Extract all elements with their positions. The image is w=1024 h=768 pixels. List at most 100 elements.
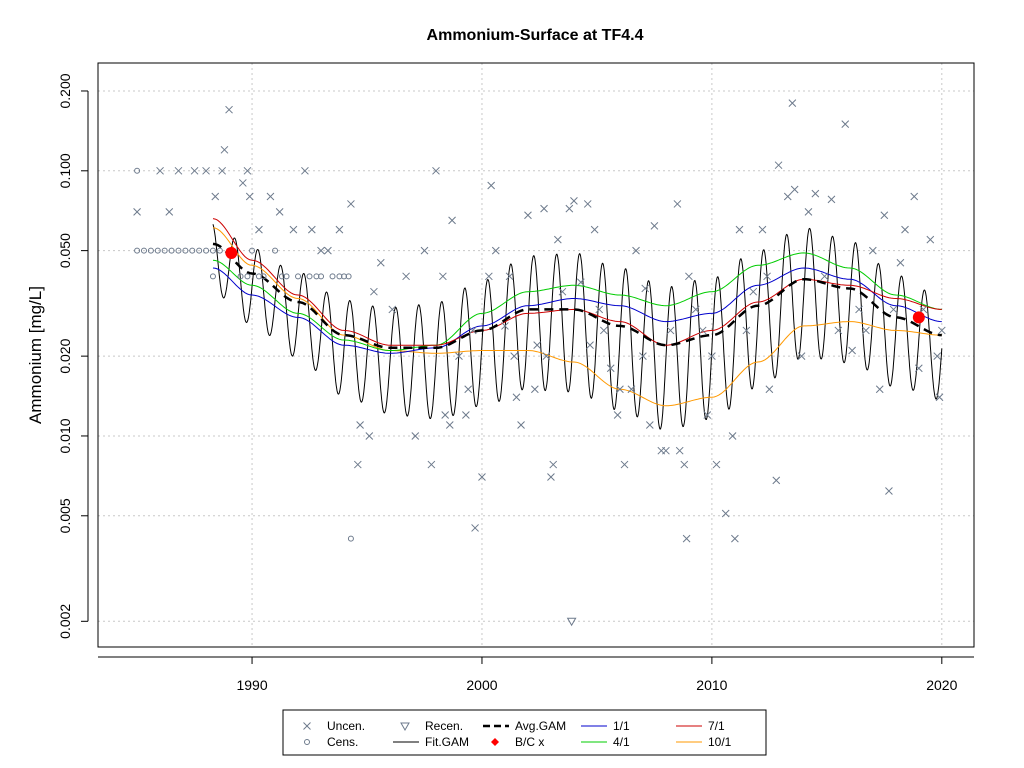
- uncensored-point: [220, 145, 229, 154]
- uncensored-point: [914, 364, 923, 373]
- x-mark-stroke: [376, 258, 385, 267]
- uncensored-point: [174, 166, 183, 175]
- x-mark-stroke: [662, 446, 670, 455]
- censored-point: [295, 273, 302, 280]
- x-mark-stroke: [728, 432, 737, 440]
- uncensored-point: [698, 326, 707, 335]
- x-mark-stroke: [266, 192, 275, 201]
- uncensored-point: [641, 284, 650, 293]
- x-mark-stroke: [613, 411, 622, 419]
- x-mark-stroke: [650, 221, 659, 230]
- uncensored-point: [712, 460, 721, 469]
- x-mark-stroke: [455, 352, 463, 360]
- x-mark-stroke: [880, 211, 889, 220]
- uncensored-point: [811, 189, 820, 198]
- uncensored-point: [804, 208, 813, 216]
- legend-symbol: [491, 738, 499, 746]
- x-axis: 1990 2000 2010 2020: [98, 656, 974, 693]
- x-tick-label: 2020: [926, 677, 957, 693]
- uncensored-point: [335, 225, 344, 234]
- x-mark-stroke: [827, 195, 836, 204]
- x-mark-stroke: [910, 192, 919, 201]
- uncensored-point: [749, 287, 758, 296]
- x-tick-label: 1990: [236, 677, 267, 693]
- x-mark-stroke: [464, 385, 473, 394]
- x-mark-stroke: [289, 225, 298, 234]
- uncensored-point: [439, 272, 447, 281]
- censored-point: [272, 247, 279, 254]
- avg-gam-line: [212, 242, 942, 350]
- legend-label: Fit.GAM: [425, 735, 469, 749]
- x-mark-stroke: [553, 235, 562, 244]
- uncensored-point: [583, 200, 592, 208]
- x-mark-stroke: [365, 432, 374, 440]
- uncensored-point: [645, 421, 654, 429]
- uncensored-point: [427, 460, 436, 469]
- censored-point: [147, 247, 154, 254]
- y-tick-label: 0.005: [57, 498, 73, 533]
- legend-box: [282, 709, 767, 756]
- chart-title: Ammonium-Surface at TF4.4: [427, 27, 644, 44]
- censored-point: [216, 247, 223, 254]
- legend-symbol: [303, 722, 311, 730]
- uncensored-point: [827, 195, 836, 204]
- y-tick-label: 0.200: [57, 73, 73, 108]
- x-mark-stroke: [565, 204, 574, 213]
- uncensored-point: [402, 272, 410, 281]
- uncensored-point: [565, 204, 574, 213]
- x-mark-stroke: [547, 473, 555, 481]
- x-mark-stroke: [919, 305, 928, 314]
- x-mark-stroke: [620, 460, 629, 469]
- censored-point: [278, 273, 285, 280]
- uncensored-point: [937, 326, 946, 335]
- uncensored-point: [855, 305, 863, 314]
- uncensored-point: [675, 446, 684, 455]
- censored-point: [255, 273, 262, 280]
- uncensored-point: [307, 225, 316, 234]
- uncensored-point: [245, 192, 254, 201]
- uncensored-point: [133, 208, 141, 216]
- x-mark-stroke: [324, 246, 332, 255]
- uncensored-point: [797, 352, 806, 360]
- x-mark-stroke: [165, 208, 174, 216]
- uncensored-point: [841, 120, 850, 128]
- uncensored-point: [432, 166, 440, 175]
- uncensored-point: [411, 432, 420, 440]
- uncensored-point: [919, 305, 928, 314]
- x-mark-stroke: [411, 432, 420, 440]
- x-mark-stroke: [698, 326, 707, 335]
- legend-label: 7/1: [708, 719, 725, 733]
- censored-point: [209, 247, 216, 254]
- uncensored-point: [848, 346, 856, 355]
- x-mark-stroke: [510, 352, 519, 360]
- uncensored-point: [616, 385, 624, 394]
- legend-label: B/C x: [515, 735, 544, 749]
- x-mark-stroke: [772, 476, 781, 485]
- x-mark-stroke: [238, 179, 247, 187]
- uncensored-point: [505, 272, 514, 281]
- uncensored-point: [721, 509, 730, 518]
- uncensored-point: [666, 326, 675, 335]
- uncensored-point: [420, 246, 429, 255]
- x-mark-stroke: [275, 208, 284, 216]
- uncensored-point: [742, 326, 751, 335]
- x-mark-stroke: [211, 192, 220, 201]
- uncensored-point: [549, 460, 558, 469]
- uncensored-point: [820, 272, 829, 281]
- x-mark-stroke: [708, 352, 716, 360]
- censored-point: [336, 273, 343, 280]
- fit-gam-line: [212, 224, 943, 430]
- x-mark-stroke: [742, 326, 751, 335]
- uncensored-point: [896, 258, 905, 267]
- x-mark-stroke: [632, 246, 640, 255]
- uncensored-point: [885, 487, 893, 495]
- uncensored-point: [926, 235, 935, 244]
- plot-frame: [97, 62, 975, 648]
- x-mark-stroke: [448, 216, 456, 225]
- uncensored-point: [758, 225, 767, 234]
- uncensored-point: [324, 246, 332, 255]
- uncensored-point: [632, 246, 640, 255]
- uncensored-point: [735, 225, 744, 234]
- uncensored-point: [862, 326, 870, 335]
- x-mark-stroke: [889, 305, 898, 314]
